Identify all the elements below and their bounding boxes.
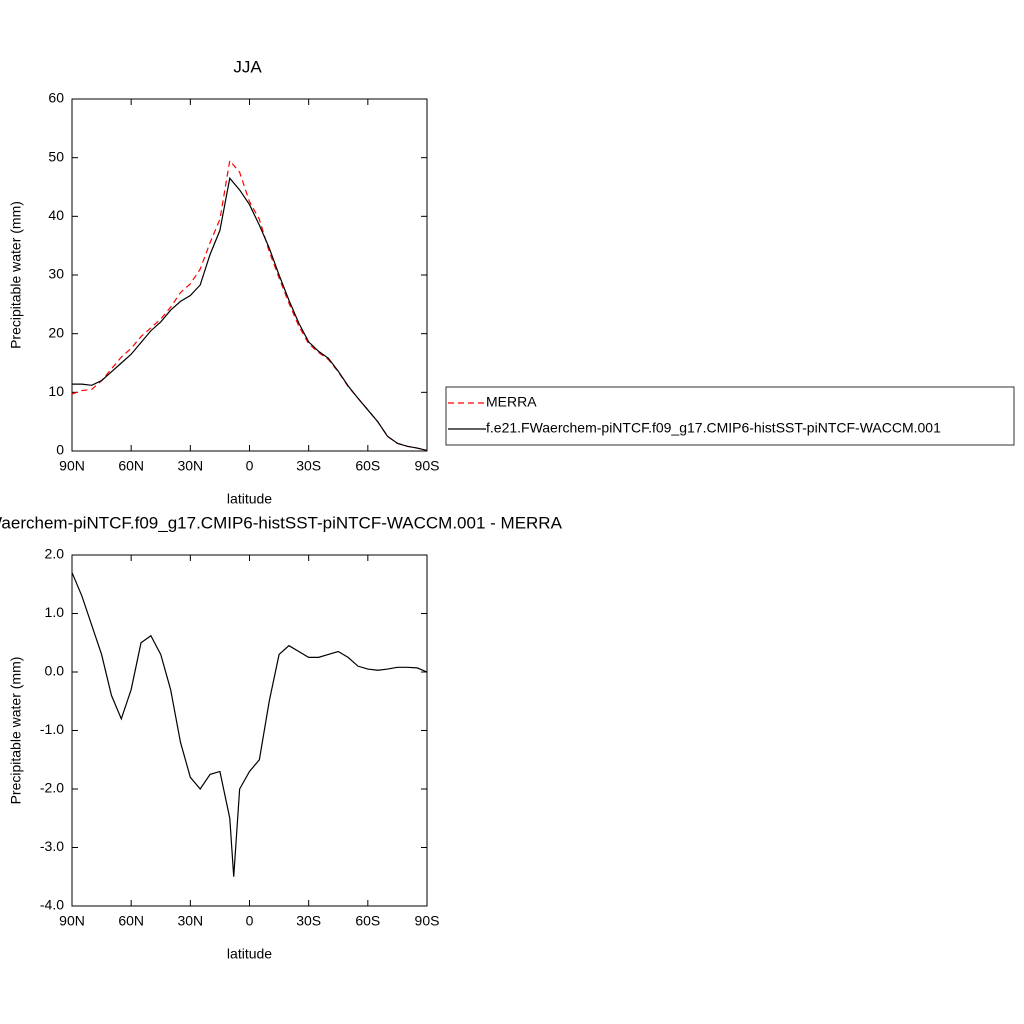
x-tick-label: 90S [415,913,440,929]
data-line [71,159,428,451]
plot-frame [71,98,428,452]
x-tick-label: 0 [246,913,254,929]
x-tick-label: 30N [177,458,203,474]
x-tick-label: 0 [246,458,254,474]
y-tick-label: 20 [48,324,64,340]
x-tick-label: 90N [59,913,85,929]
y-tick-label: -2.0 [40,780,64,796]
x-axis-label: latitude [227,491,272,507]
x-tick-label: 60S [355,913,380,929]
y-tick-label: 10 [48,383,64,399]
x-tick-label: 60S [355,458,380,474]
x-tick-label: 30S [296,913,321,929]
y-tick-label: 0.0 [45,663,65,679]
y-tick-label: 30 [48,266,64,282]
legend-label: MERRA [486,394,537,410]
y-tick-label: 1.0 [45,604,65,620]
x-tick-label: 60N [118,913,144,929]
title: JJA [233,57,262,76]
y-tick-label: 40 [48,207,64,223]
y-tick-label: 50 [48,148,64,164]
title: f.e21.FWaerchem-piNTCF.f09_g17.CMIP6-his… [0,513,563,532]
legend-box [445,386,1015,446]
x-tick-label: 90S [415,458,440,474]
x-axis-label: latitude [227,946,272,962]
data-line [72,176,428,451]
x-tick-label: 60N [118,458,144,474]
y-tick-label: 60 [48,90,64,106]
x-tick-label: 30N [177,913,203,929]
y-tick-label: -3.0 [40,838,64,854]
y-axis-label: Precipitable water (mm) [8,657,24,805]
data-line [71,572,428,877]
y-tick-label: -4.0 [40,897,64,913]
x-tick-label: 90N [59,458,85,474]
legend-label: f.e21.FWaerchem-piNTCF.f09_g17.CMIP6-his… [486,420,941,436]
y-axis-label: Precipitable water (mm) [8,201,24,349]
plot-frame [71,554,428,907]
y-tick-label: 0 [56,442,64,458]
y-tick-label: 2.0 [45,546,65,562]
x-tick-label: 30S [296,458,321,474]
y-tick-label: -1.0 [40,721,64,737]
